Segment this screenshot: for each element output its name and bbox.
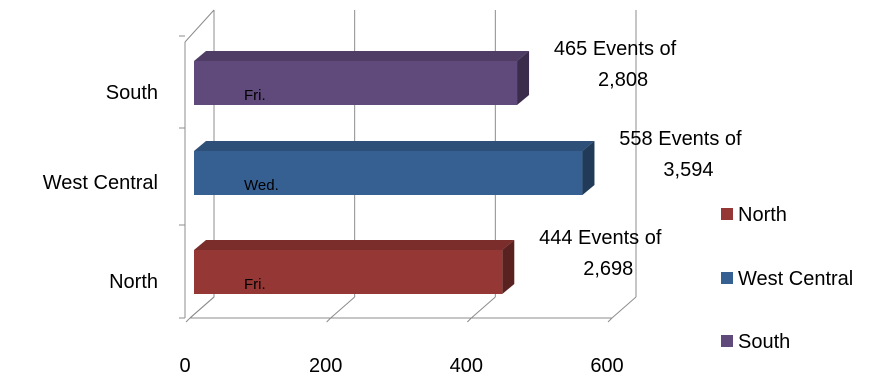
x-tick-mark — [185, 317, 191, 323]
bar-side-face — [502, 240, 515, 294]
legend-label: South — [738, 331, 790, 353]
x-tick-label: 600 — [590, 355, 623, 377]
bar-north: Fri. — [194, 240, 515, 294]
bar-west-central: Wed. — [194, 141, 595, 195]
bar-day-label: Fri. — [244, 87, 266, 104]
annotations: 444 Events of 2,698 558 Events of 3,594 465 … — [539, 38, 742, 280]
legend-item: South — [721, 331, 790, 353]
legend-swatch — [721, 272, 733, 284]
legend: North West Central South — [721, 204, 853, 353]
bar-annotation-line1: 465 Events of — [554, 38, 677, 60]
floor-gridline — [189, 296, 215, 319]
category-label: West Central — [43, 172, 158, 194]
x-axis-ticks: 0 200 400 600 — [179, 355, 623, 377]
bar-annotation-line2: 2,808 — [598, 69, 648, 91]
x-tick-label: 0 — [179, 355, 190, 377]
category-label: South — [106, 82, 158, 104]
bar-side-face — [517, 51, 530, 105]
floor-gridline — [330, 296, 355, 319]
floor-gridline — [471, 296, 496, 319]
bar-front-face — [194, 250, 503, 294]
bar-annotation-line1: 444 Events of — [539, 227, 662, 249]
bar-annotation-line2: 2,698 — [583, 258, 633, 280]
category-labels: North West Central South — [43, 82, 158, 293]
legend-item: West Central — [721, 268, 853, 290]
back-wall-top-edge — [184, 9, 215, 43]
bar-front-face — [194, 61, 518, 105]
category-label: North — [109, 271, 158, 293]
x-tick-mark — [607, 317, 613, 323]
legend-swatch — [721, 208, 733, 220]
bar-day-label: Wed. — [244, 177, 279, 194]
bar-front-face — [194, 151, 583, 195]
bar-day-label: Fri. — [244, 276, 266, 293]
bar-top-face — [194, 240, 515, 250]
legend-swatch — [721, 335, 733, 347]
bar-south: Fri. — [194, 51, 530, 105]
x-tick-label: 400 — [450, 355, 483, 377]
legend-item: North — [721, 204, 787, 226]
bar-annotation-line1: 558 Events of — [619, 128, 742, 150]
y-axis-ticks — [179, 35, 185, 319]
bar-top-face — [194, 141, 595, 151]
legend-label: North — [738, 204, 787, 226]
x-tick-label: 200 — [309, 355, 342, 377]
legend-label: West Central — [738, 268, 853, 290]
bars: Fri. Wed. Fri. — [194, 51, 595, 294]
bar-side-face — [582, 141, 595, 195]
x-tick-mark — [466, 317, 472, 323]
x-tick-mark — [326, 317, 332, 323]
floor-gridline — [611, 296, 637, 319]
bar-top-face — [194, 51, 530, 61]
bar-annotation-line2: 3,594 — [663, 159, 713, 181]
